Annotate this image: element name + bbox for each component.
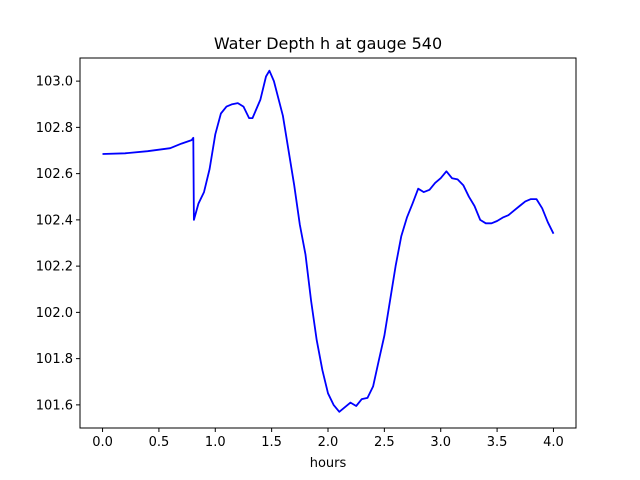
y-tick-label: 102.6	[36, 167, 73, 182]
x-tick-label: 1.5	[261, 435, 282, 450]
y-tick-label: 102.2	[36, 260, 73, 275]
x-tick-label: 0.5	[149, 435, 170, 450]
x-tick-label: 3.5	[487, 435, 508, 450]
y-tick-label: 102.4	[36, 213, 73, 228]
x-tick-label: 1.0	[205, 435, 226, 450]
y-tick-label: 102.0	[36, 306, 73, 321]
chart-title: Water Depth h at gauge 540	[214, 34, 442, 53]
series-line-0	[102, 69, 555, 413]
series-group	[102, 69, 555, 413]
x-axis-ticks: 0.0 0.5 1.0 1.5 2.0 2.5 3.0 3.5 4.0	[92, 428, 564, 450]
y-tick-label: 102.8	[36, 121, 73, 136]
x-tick-label: 3.0	[430, 435, 451, 450]
y-tick-label: 101.8	[36, 352, 73, 367]
x-tick-label: 2.0	[318, 435, 339, 450]
y-tick-label: 101.6	[36, 398, 73, 413]
x-tick-label: 2.5	[374, 435, 395, 450]
x-tick-label: 0.0	[92, 435, 113, 450]
y-axis-ticks: 101.6 101.8 102.0 102.2 102.4 102.6 102.8 103.0	[36, 75, 80, 413]
plot-frame	[79, 57, 577, 429]
x-axis-label: hours	[310, 456, 347, 471]
x-tick-label: 4.0	[543, 435, 564, 450]
y-tick-label: 103.0	[36, 75, 73, 90]
